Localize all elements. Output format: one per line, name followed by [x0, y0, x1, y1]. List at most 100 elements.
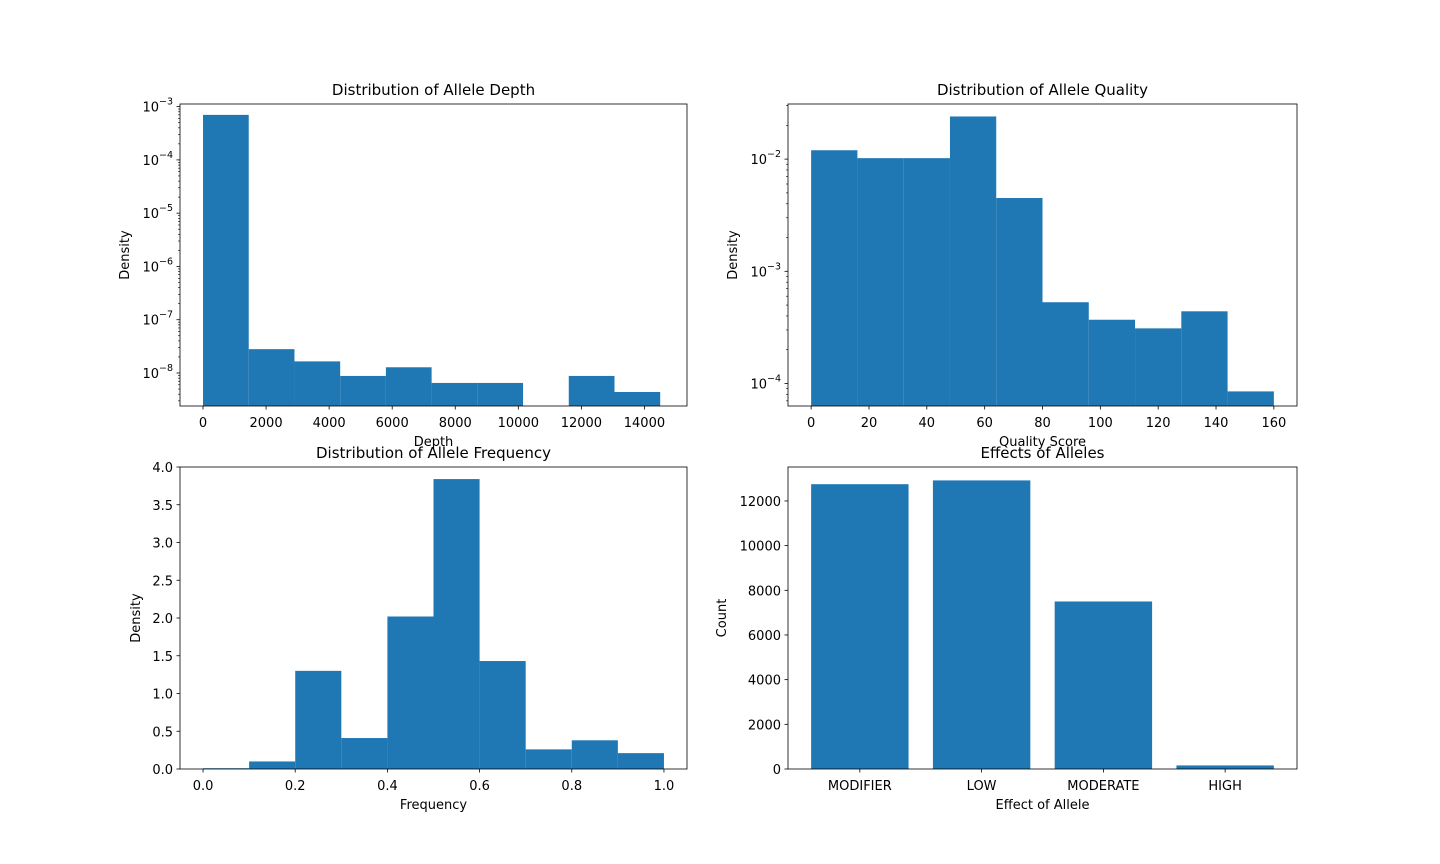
x-axis-label: Effect of Allele: [996, 798, 1090, 813]
y-tick-label: 10−6: [142, 256, 173, 275]
y-tick-label: 0: [773, 763, 781, 778]
bar: [996, 198, 1043, 406]
y-axis-label: Density: [118, 230, 133, 280]
y-tick-exponent: −6: [159, 256, 173, 267]
x-tick-label: 8000: [439, 416, 472, 431]
y-tick-label: 4000: [748, 674, 781, 689]
bar: [248, 349, 295, 406]
x-tick-label: 1.0: [654, 779, 675, 794]
y-tick-label: 10−2: [750, 149, 781, 168]
y-tick-label: 0.5: [152, 725, 173, 740]
x-tick-label: 0.2: [285, 779, 306, 794]
y-tick-exponent: −2: [767, 149, 781, 160]
bar: [294, 361, 341, 406]
y-tick-label: 10−5: [142, 203, 173, 222]
y-tick-exponent: −7: [159, 310, 173, 321]
bar: [385, 367, 432, 406]
x-tick-label: 0: [199, 416, 207, 431]
y-tick-label: 10−8: [142, 363, 173, 382]
y-tick-label: 10−3: [750, 261, 781, 280]
x-tick-label: 6000: [376, 416, 409, 431]
x-axis-label: Quality Score: [999, 435, 1086, 450]
y-axis-label: Count: [715, 599, 730, 638]
x-tick-label: HIGH: [1208, 779, 1241, 794]
bar: [614, 391, 661, 406]
x-tick-label: 4000: [313, 416, 346, 431]
bar: [1042, 302, 1089, 406]
axes-frame: [787, 466, 1298, 770]
x-axis-label: Depth: [414, 435, 454, 450]
bar: [203, 114, 249, 406]
x-tick-label: 40: [919, 416, 936, 431]
x-tick-label: 160: [1261, 416, 1286, 431]
y-tick-label: 10−3: [142, 97, 173, 116]
bar: [568, 375, 615, 406]
x-tick-label: 100: [1088, 416, 1113, 431]
y-tick-exponent: −4: [767, 373, 781, 384]
x-tick-label: 60: [976, 416, 993, 431]
y-tick-label: 4.0: [152, 461, 173, 476]
bar: [387, 616, 434, 769]
y-tick-base: 10: [750, 265, 767, 280]
bar: [295, 670, 342, 769]
bar: [1181, 311, 1228, 406]
bar: [932, 480, 1031, 769]
chart-title: Distribution of Allele Frequency: [316, 444, 551, 462]
bar: [811, 150, 858, 406]
x-tick-label: MODERATE: [1067, 779, 1139, 794]
y-tick-label: 2.5: [152, 574, 173, 589]
x-tick-label: 0: [807, 416, 815, 431]
y-tick-label: 2000: [748, 718, 781, 733]
y-tick-label: 1.0: [152, 688, 173, 703]
y-tick-exponent: −3: [159, 97, 173, 108]
bar: [477, 382, 524, 406]
y-tick-label: 10−7: [142, 310, 173, 329]
chart-title: Distribution of Allele Quality: [937, 81, 1148, 99]
subplot-2: 0 20 40 60 80 100 120 140 16010−410−310−2Distrib…: [726, 81, 1298, 450]
x-tick-label: 14000: [624, 416, 665, 431]
y-tick-label: 10−4: [142, 150, 173, 169]
bar: [341, 738, 388, 769]
y-tick-label: 12000: [740, 495, 781, 510]
y-tick-exponent: −3: [767, 261, 781, 272]
y-tick-base: 10: [750, 153, 767, 168]
y-tick-base: 10: [142, 207, 159, 222]
bar: [1088, 319, 1136, 406]
bar: [857, 158, 904, 406]
bar: [1135, 328, 1182, 406]
bar: [1227, 391, 1274, 406]
bar: [249, 761, 296, 769]
bar: [433, 479, 480, 769]
x-tick-label: 20: [861, 416, 878, 431]
y-tick-label: 8000: [748, 584, 781, 599]
y-tick-base: 10: [142, 260, 159, 275]
y-tick-label: 3.5: [152, 499, 173, 514]
x-tick-label: 0.0: [193, 779, 214, 794]
x-tick-label: MODIFIER: [828, 779, 892, 794]
subplot-1: 0 2000 4000 6000 8000 10000 12000 1400010−810−7…: [118, 81, 688, 450]
y-tick-exponent: −8: [159, 363, 173, 374]
x-tick-label: 10000: [498, 416, 539, 431]
y-tick-base: 10: [142, 367, 159, 382]
chart-title: Effects of Alleles: [980, 444, 1104, 462]
y-tick-label: 2.0: [152, 612, 173, 627]
bar: [571, 740, 618, 769]
y-tick-label: 10−4: [750, 373, 781, 392]
chart-title: Distribution of Allele Depth: [332, 81, 535, 99]
y-tick-label: 6000: [748, 629, 781, 644]
y-tick-exponent: −4: [159, 150, 173, 161]
bar: [617, 753, 664, 769]
x-tick-label: 0.6: [469, 779, 490, 794]
bar: [949, 116, 997, 406]
bar: [479, 661, 526, 769]
y-tick-exponent: −5: [159, 203, 173, 214]
y-tick-base: 10: [142, 101, 159, 116]
bar: [1054, 601, 1153, 769]
x-tick-label: 2000: [250, 416, 283, 431]
x-tick-label: 0.4: [377, 779, 398, 794]
y-tick-label: 3.0: [152, 537, 173, 552]
x-tick-label: 80: [1034, 416, 1051, 431]
bar: [1176, 765, 1274, 769]
y-tick-label: 1.5: [152, 650, 173, 665]
x-tick-label: 12000: [561, 416, 602, 431]
